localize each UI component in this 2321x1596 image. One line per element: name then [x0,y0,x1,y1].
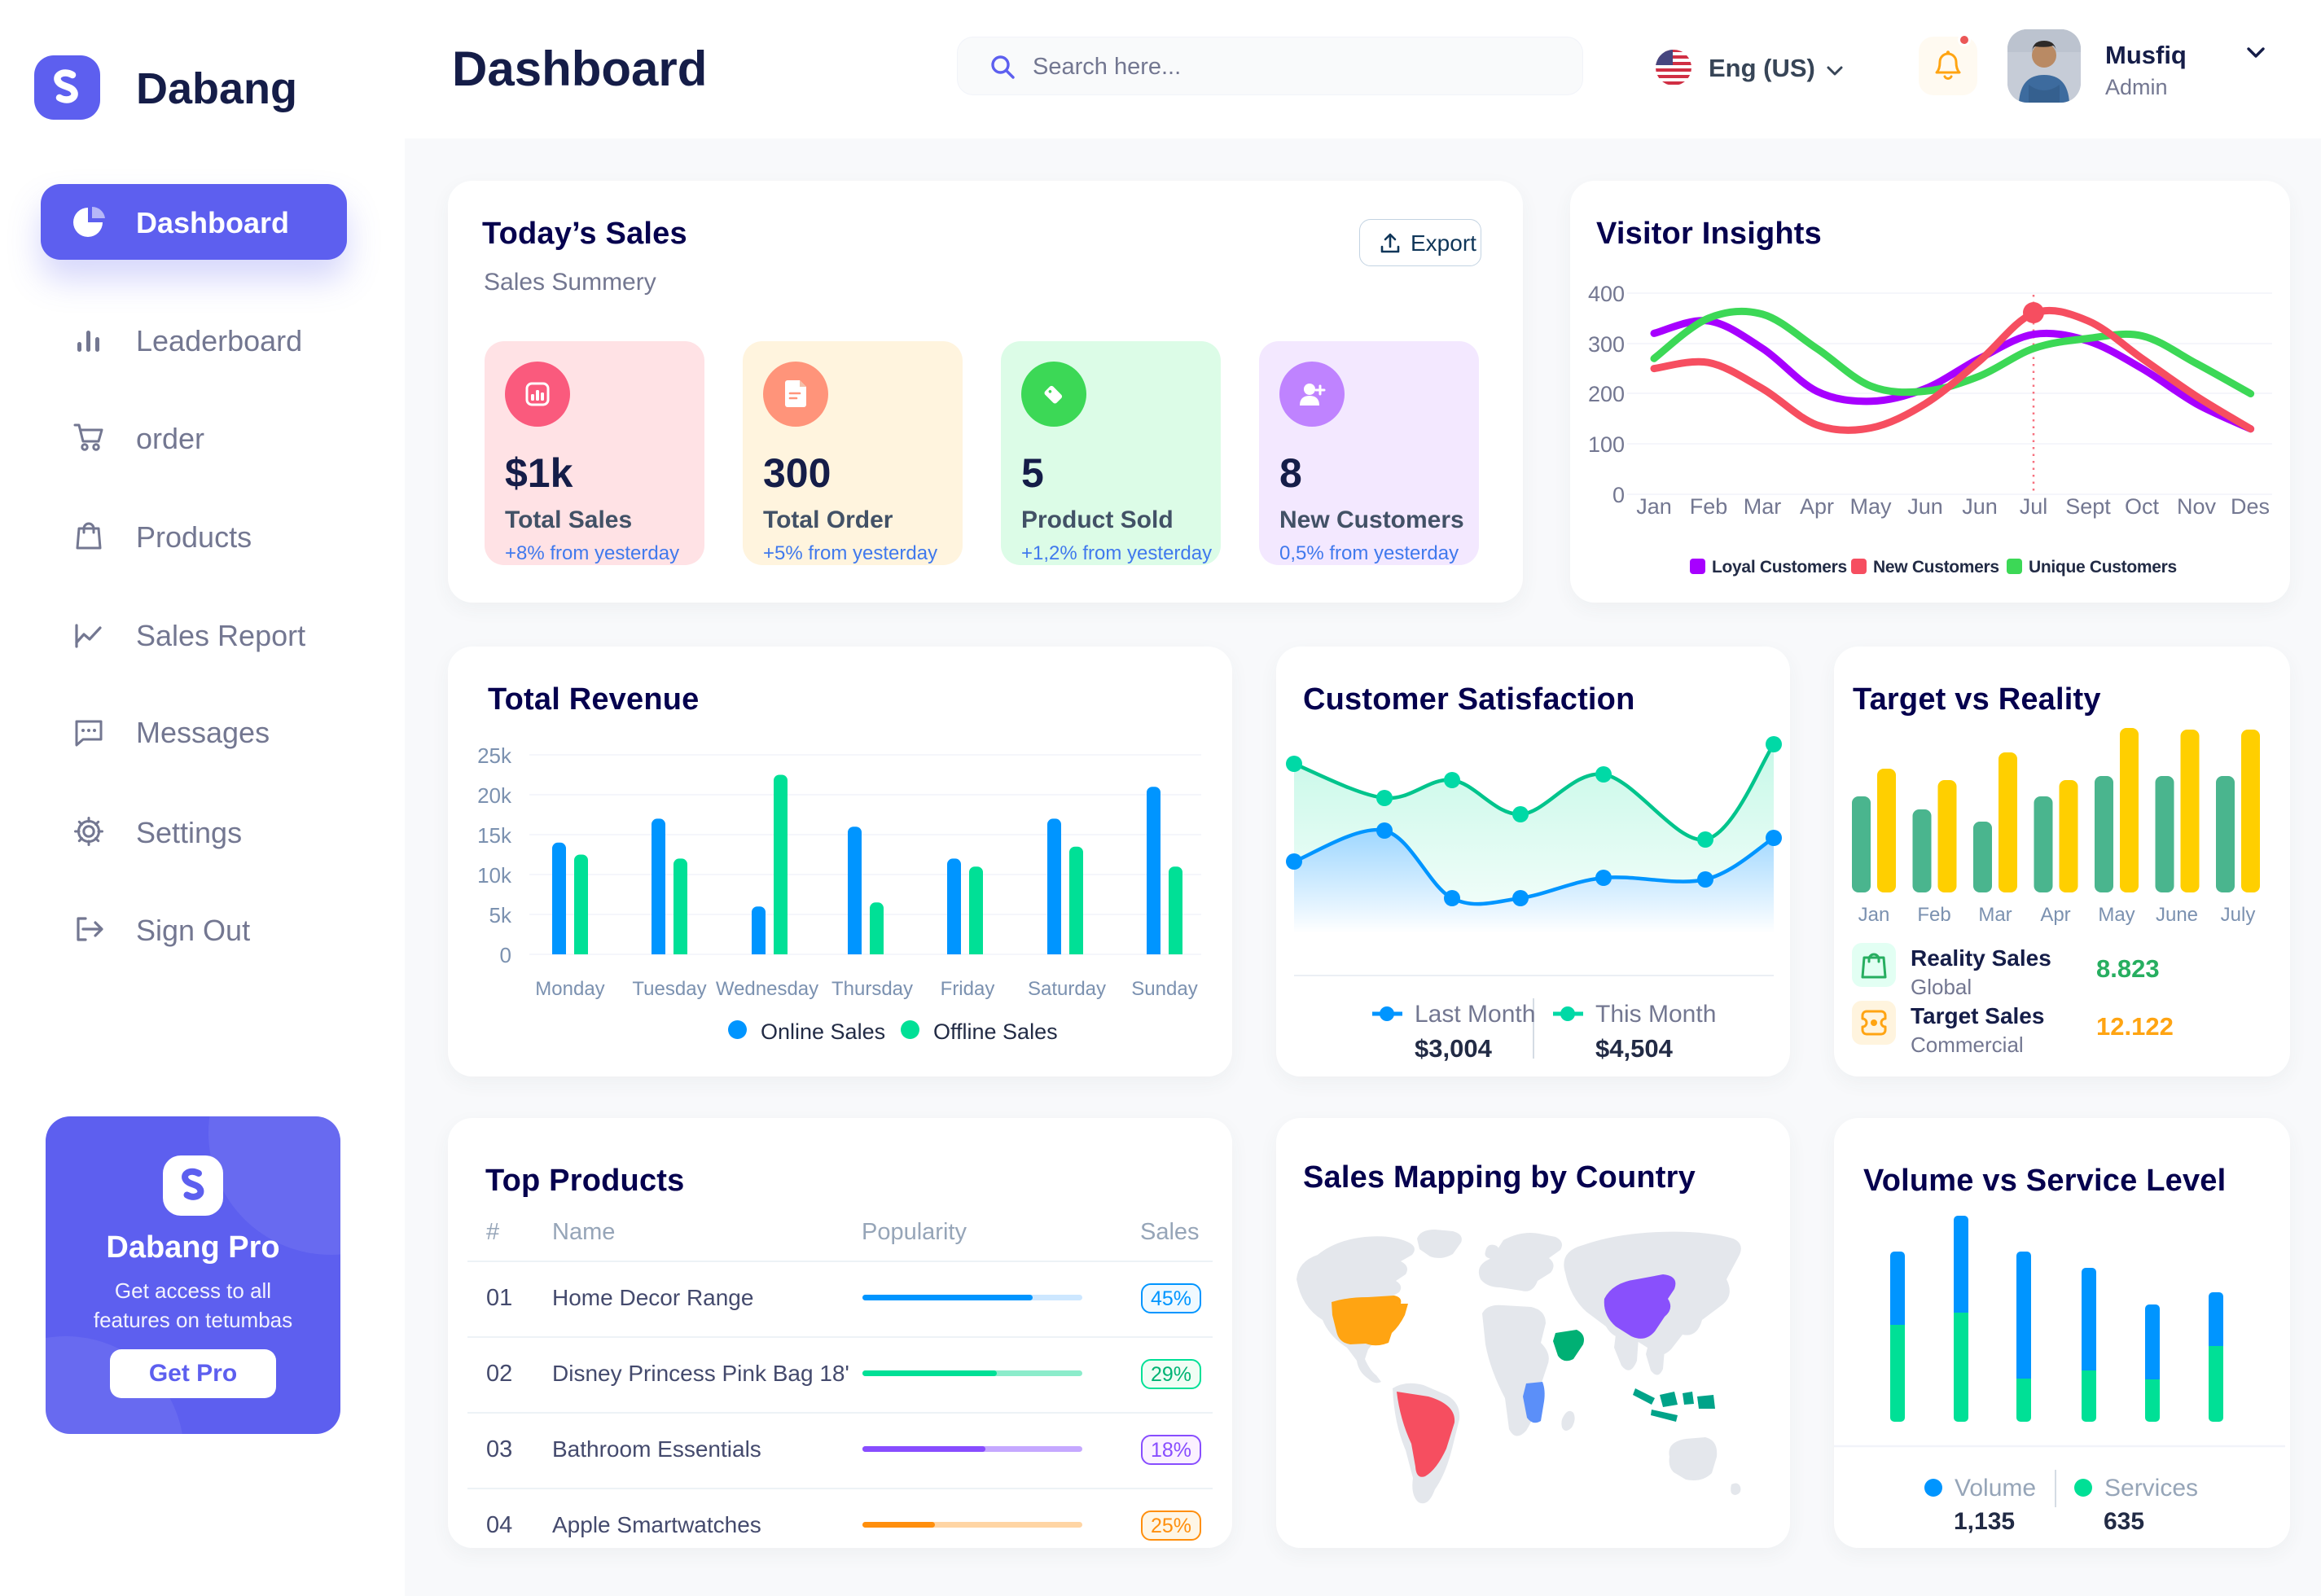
svg-text:400: 400 [1588,282,1625,306]
svg-text:Apr: Apr [2040,904,2070,926]
svg-text:Tuesday: Tuesday [632,978,706,1000]
svg-text:Nov: Nov [2177,494,2217,519]
svg-text:5k: 5k [489,903,512,927]
svg-text:Target Sales: Target Sales [1911,1003,2044,1028]
svg-text:Global: Global [1911,975,1972,999]
svg-text:Oct: Oct [2125,494,2160,519]
svg-text:25k: 25k [477,743,512,768]
svg-text:15k: 15k [477,823,512,848]
svg-text:8.823: 8.823 [2096,954,2160,983]
svg-text:June: June [2156,904,2198,926]
svg-text:12.122: 12.122 [2096,1012,2174,1041]
svg-text:200: 200 [1588,382,1625,406]
svg-text:Feb: Feb [1917,904,1950,926]
svg-text:$4,504: $4,504 [1595,1034,1674,1063]
svg-text:Commercial: Commercial [1911,1033,2024,1057]
svg-text:May: May [2098,904,2135,926]
svg-text:This Month: This Month [1595,1001,1716,1028]
svg-text:Reality Sales: Reality Sales [1911,945,2051,971]
svg-text:Unique Customers: Unique Customers [2029,558,2177,577]
svg-text:Wednesday: Wednesday [716,978,818,1000]
svg-text:Jun: Jun [1962,494,1998,519]
svg-text:Jul: Jul [2020,494,2048,519]
svg-text:Services: Services [2104,1475,2198,1502]
svg-text:Sept: Sept [2065,494,2111,519]
svg-text:0: 0 [1612,483,1625,507]
svg-text:0: 0 [500,943,511,967]
svg-text:Volume: Volume [1955,1475,2036,1502]
svg-text:Saturday: Saturday [1028,978,1106,1000]
svg-text:Monday: Monday [535,978,604,1000]
svg-text:635: 635 [2104,1508,2144,1535]
svg-text:Sunday: Sunday [1131,978,1197,1000]
svg-text:Last Month: Last Month [1415,1001,1535,1028]
svg-text:10k: 10k [477,863,512,888]
svg-text:1,135: 1,135 [1954,1508,2015,1535]
svg-text:$3,004: $3,004 [1415,1034,1493,1063]
svg-text:Friday: Friday [941,978,995,1000]
svg-text:Jan: Jan [1858,904,1890,926]
svg-text:100: 100 [1588,432,1625,457]
svg-text:Jan: Jan [1636,494,1672,519]
svg-text:Des: Des [2231,494,2270,519]
svg-text:300: 300 [1588,332,1625,357]
svg-text:Apr: Apr [1800,494,1834,519]
svg-text:May: May [1849,494,1892,519]
svg-text:Mar: Mar [1744,494,1782,519]
svg-text:July: July [2221,904,2256,926]
svg-text:Loyal Customers: Loyal Customers [1712,558,1847,577]
svg-text:Jun: Jun [1907,494,1943,519]
svg-text:20k: 20k [477,783,512,808]
svg-text:Thursday: Thursday [831,978,913,1000]
svg-text:Feb: Feb [1690,494,1728,519]
svg-text:New Customers: New Customers [1873,558,1999,577]
svg-text:Mar: Mar [1978,904,2012,926]
